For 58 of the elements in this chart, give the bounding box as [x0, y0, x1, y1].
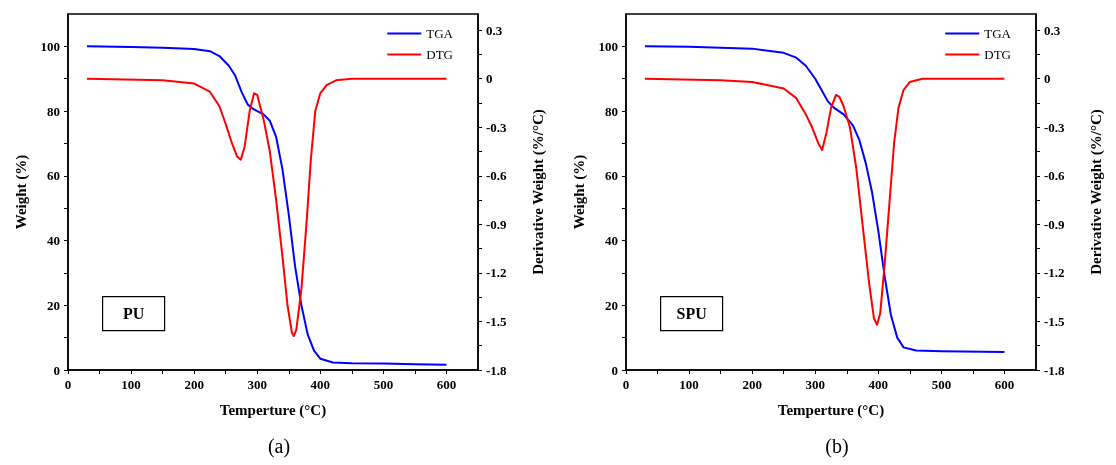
y2-tick-label: -1.8 — [486, 362, 508, 378]
x-tick-label: 600 — [436, 377, 457, 392]
legend-label: TGA — [984, 26, 1012, 41]
y-tick-label: 100 — [598, 38, 618, 54]
y-tick-label: 20 — [47, 297, 60, 313]
x-tick-label: 0 — [622, 377, 630, 392]
x-tick-label: 400 — [310, 377, 331, 392]
y-tick-label: 60 — [605, 168, 618, 184]
y-tick-label: 40 — [605, 233, 618, 249]
x-tick-label: 200 — [184, 377, 204, 392]
y2-tick-label: -0.9 — [486, 216, 508, 232]
legend-label: DTG — [984, 47, 1011, 62]
y-tick-label: 0 — [611, 362, 618, 378]
y-tick-label: 40 — [47, 233, 60, 249]
x-axis-title: Temperture (°C) — [777, 401, 885, 419]
text: (b) — [825, 435, 849, 458]
line-series — [643, 77, 1006, 326]
y2-tick-label: 0 — [1044, 71, 1051, 87]
x-tick-label: 100 — [121, 377, 141, 392]
y2-tick-label: -1.8 — [1044, 362, 1066, 378]
y2-axis-title: Derivative Weight (%/°C) — [529, 109, 547, 275]
x-tick-label: 300 — [247, 377, 267, 392]
y2-tick-label: -0.3 — [1044, 119, 1066, 135]
line-series — [85, 77, 448, 338]
text: (a) — [267, 435, 291, 458]
y-tick-label: 80 — [47, 103, 60, 119]
annotation: SPU — [676, 305, 708, 323]
legend-label: TGA — [426, 26, 454, 41]
y2-tick-label: -0.6 — [486, 168, 508, 184]
y2-tick-label: -0.3 — [486, 119, 508, 135]
y-tick-label: 0 — [53, 362, 60, 378]
y-tick-label: 100 — [40, 38, 60, 54]
x-axis-title: Temperture (°C) — [219, 401, 327, 419]
y2-axis-title: Derivative Weight (%/°C) — [1087, 109, 1105, 275]
y-tick-label: 60 — [47, 168, 60, 184]
y2-tick-label: -0.9 — [1044, 216, 1066, 232]
x-tick-label: 500 — [373, 377, 394, 392]
y2-tick-label: -1.5 — [486, 313, 508, 329]
y2-tick-label: 0.3 — [486, 22, 503, 38]
legend-label: DTG — [426, 47, 453, 62]
y2-tick-label: -0.6 — [1044, 168, 1066, 184]
y2-tick-label: -1.2 — [486, 265, 507, 281]
y-tick-label: 80 — [605, 103, 618, 119]
y-axis-title: Weight (%) — [12, 154, 30, 230]
x-tick-label: 400 — [868, 377, 889, 392]
y2-tick-label: -1.5 — [1044, 313, 1066, 329]
y2-tick-label: -1.2 — [1044, 265, 1065, 281]
annotation: PU — [122, 305, 145, 323]
y-axis-title: Weight (%) — [570, 154, 588, 230]
x-tick-label: 100 — [679, 377, 699, 392]
y-tick-label: 20 — [605, 297, 618, 313]
y2-tick-label: 0 — [486, 71, 493, 87]
x-tick-label: 200 — [742, 377, 762, 392]
x-tick-label: 600 — [994, 377, 1015, 392]
x-tick-label: 500 — [931, 377, 952, 392]
x-tick-label: 300 — [805, 377, 825, 392]
x-tick-label: 0 — [64, 377, 72, 392]
y2-tick-label: 0.3 — [1044, 22, 1061, 38]
